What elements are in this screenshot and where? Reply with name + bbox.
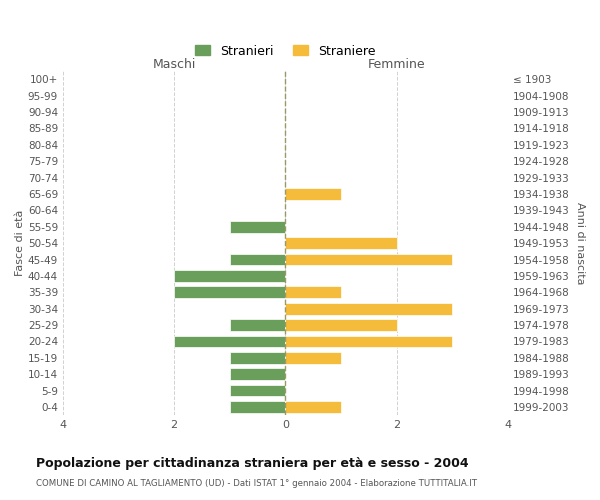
Text: COMUNE DI CAMINO AL TAGLIAMENTO (UD) - Dati ISTAT 1° gennaio 2004 - Elaborazione: COMUNE DI CAMINO AL TAGLIAMENTO (UD) - D…	[36, 479, 477, 488]
Bar	[230, 368, 286, 380]
Y-axis label: Fasce di età: Fasce di età	[15, 210, 25, 276]
Text: Popolazione per cittadinanza straniera per età e sesso - 2004: Popolazione per cittadinanza straniera p…	[36, 458, 469, 470]
Bar	[174, 270, 286, 282]
Bar	[286, 237, 397, 249]
Y-axis label: Anni di nascita: Anni di nascita	[575, 202, 585, 284]
Bar	[286, 319, 397, 331]
Bar	[286, 401, 341, 413]
Bar	[230, 401, 286, 413]
Bar	[286, 286, 341, 298]
Bar	[174, 286, 286, 298]
Bar	[230, 254, 286, 266]
Text: Maschi: Maschi	[152, 58, 196, 71]
Bar	[230, 352, 286, 364]
Bar	[230, 384, 286, 396]
Bar	[230, 221, 286, 232]
Bar	[286, 254, 452, 266]
Bar	[286, 352, 341, 364]
Bar	[286, 336, 452, 347]
Bar	[174, 336, 286, 347]
Text: Femmine: Femmine	[368, 58, 425, 71]
Bar	[286, 303, 452, 314]
Bar	[286, 188, 341, 200]
Legend: Stranieri, Straniere: Stranieri, Straniere	[190, 40, 380, 62]
Bar	[230, 319, 286, 331]
